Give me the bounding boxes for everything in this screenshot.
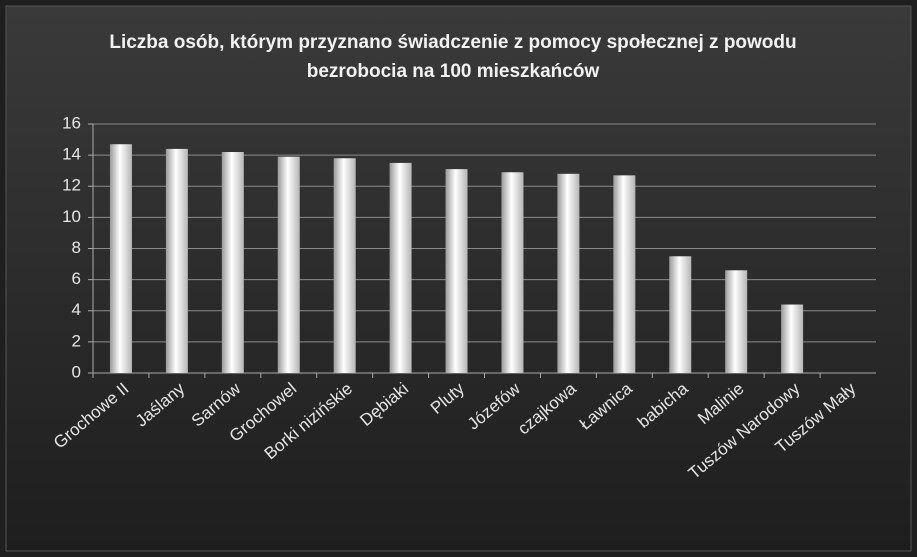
bar: [501, 172, 524, 373]
y-tick-label: 16: [62, 113, 81, 132]
bar: [669, 256, 692, 373]
y-tick-label: 6: [72, 269, 81, 288]
bar: [725, 270, 748, 373]
y-tick-label: 12: [62, 176, 81, 195]
y-tick-label: 4: [72, 300, 81, 319]
y-tick-label: 2: [72, 331, 81, 350]
bar: [781, 304, 804, 373]
y-tick-label: 0: [72, 362, 81, 381]
y-tick-label: 8: [72, 238, 81, 257]
y-tick-label: 14: [62, 145, 81, 164]
bar: [221, 152, 244, 373]
bar: [333, 158, 356, 373]
bar: [389, 162, 412, 373]
bar: [445, 169, 468, 373]
bar: [557, 173, 580, 373]
bar: [109, 144, 132, 373]
y-tick-label: 10: [62, 207, 81, 226]
bar: [613, 175, 636, 373]
bar: [165, 148, 188, 373]
bar: [277, 156, 300, 373]
chart-title: Liczba osób, którym przyznano świadczeni…: [109, 32, 797, 82]
